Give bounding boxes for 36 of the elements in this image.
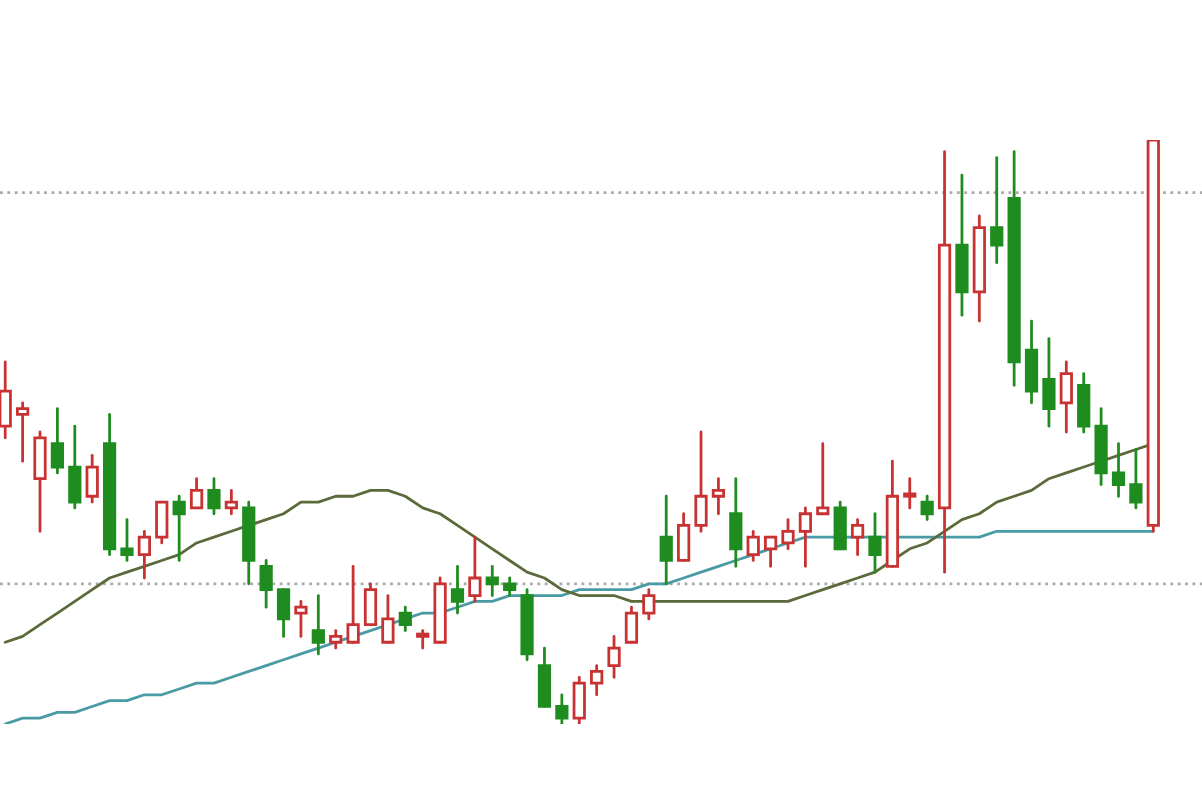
candlestick	[798, 506, 812, 568]
candlestick	[450, 564, 465, 615]
candlestick	[955, 173, 969, 317]
candlestick	[485, 564, 499, 597]
candlestick	[224, 489, 238, 516]
candlestick	[398, 605, 412, 632]
candlestick	[850, 518, 865, 557]
candlestick	[903, 477, 917, 510]
candlestick	[329, 629, 343, 650]
candlestick	[259, 559, 273, 609]
candlestick	[711, 477, 726, 516]
candlestick	[68, 424, 82, 510]
candlestick	[642, 588, 656, 621]
candlestick	[242, 500, 256, 586]
candlestick	[1077, 372, 1091, 434]
candlestick	[16, 401, 30, 463]
candlestick	[0, 360, 12, 440]
candlestick	[102, 413, 117, 557]
candlestick	[729, 477, 743, 568]
candlestick	[1059, 360, 1073, 434]
candlestick	[1007, 150, 1021, 387]
candlestick	[172, 494, 186, 562]
candlestick	[659, 494, 673, 586]
candlestick	[937, 150, 952, 574]
candlestick	[746, 529, 760, 562]
candlestick	[468, 535, 482, 603]
candlestick	[137, 529, 151, 580]
candlestick	[50, 407, 65, 475]
candlestick	[590, 664, 604, 697]
candlestick	[920, 494, 934, 521]
candlestick	[503, 576, 517, 597]
candlestick	[311, 594, 325, 656]
candlestick	[990, 156, 1004, 265]
candlestick	[972, 214, 986, 323]
candlestick	[1111, 442, 1126, 498]
candlestick	[1024, 319, 1039, 405]
